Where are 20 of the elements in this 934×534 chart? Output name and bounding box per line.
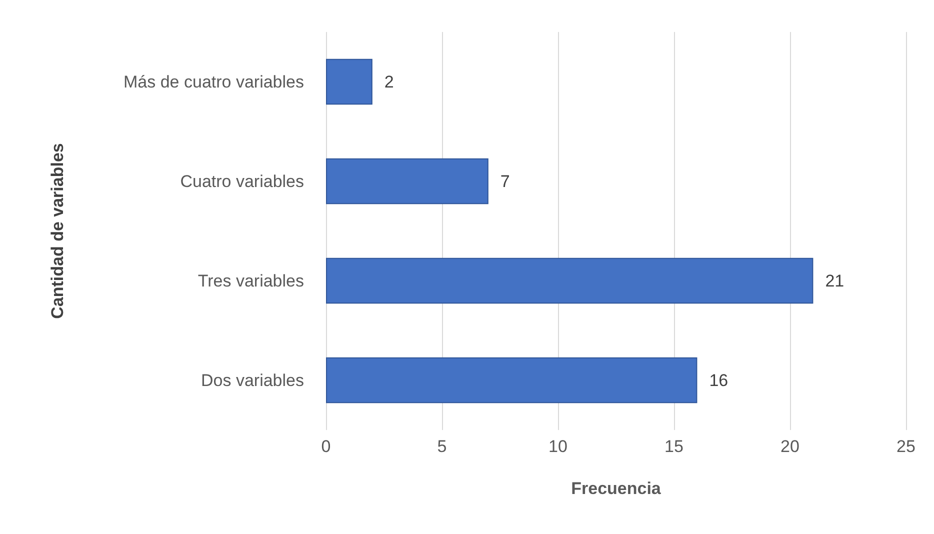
y-tick-label: Más de cuatro variables [124, 72, 304, 92]
x-axis-title: Frecuencia [571, 479, 662, 498]
data-label: 2 [384, 72, 394, 92]
data-label: 21 [825, 271, 844, 290]
x-tick-label: 20 [780, 437, 800, 456]
bar [326, 158, 488, 204]
data-label: 7 [500, 172, 510, 191]
y-tick-label: Cuatro variables [180, 172, 304, 191]
data-label: 16 [709, 370, 728, 390]
x-tick-label: 10 [548, 437, 568, 456]
x-tick-label: 25 [896, 437, 916, 456]
x-tick-label: 5 [437, 437, 447, 456]
bar [326, 258, 814, 304]
bar [326, 357, 698, 404]
y-axis-title: Cantidad de variables [48, 143, 67, 319]
x-tick-label: 0 [321, 437, 331, 456]
y-tick-label: Dos variables [201, 370, 304, 390]
x-tick-label: 15 [664, 437, 684, 456]
bar [326, 58, 372, 105]
y-tick-label: Tres variables [198, 271, 304, 290]
